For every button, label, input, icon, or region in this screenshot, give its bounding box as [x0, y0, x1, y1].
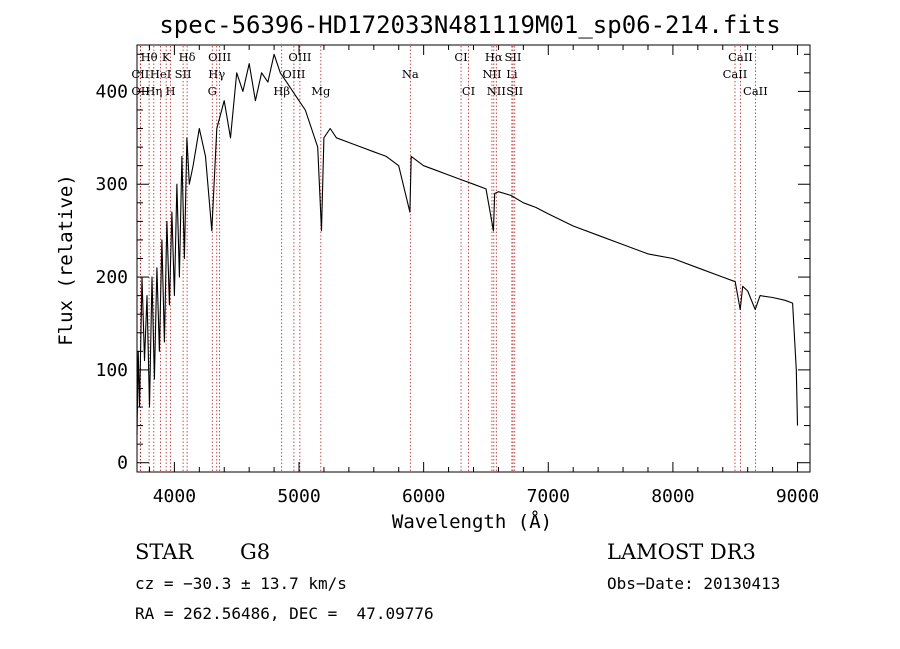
- y-tick-label: 200: [95, 267, 128, 288]
- line-marker-label: CI: [454, 50, 467, 64]
- object-class: STAR: [135, 540, 194, 564]
- line-marker-label: Hγ: [208, 67, 225, 81]
- line-marker-label: OIII: [282, 67, 305, 81]
- x-axis-label: Wavelength (Å): [392, 510, 552, 533]
- line-marker-label: Hα: [485, 50, 503, 64]
- line-marker-label: K: [162, 50, 171, 64]
- y-tick-label: 0: [117, 453, 128, 474]
- x-axis-ticks: 4000 5000 6000 7000 8000 9000: [148, 45, 819, 507]
- x-tick-label: 4000: [153, 486, 196, 507]
- coordinates: RA = 262.56486, DEC = 47.09776: [135, 604, 434, 623]
- line-marker-label: Hη: [145, 84, 162, 98]
- line-marker-label: NII: [487, 84, 506, 98]
- line-marker-label: Hθ: [141, 50, 158, 64]
- line-marker-label: CI: [462, 84, 475, 98]
- line-marker-label: SII: [505, 50, 522, 64]
- line-marker-label: G: [208, 84, 217, 98]
- redshift-text: cz = −30.3 ± 13.7 km/s: [135, 574, 347, 593]
- survey-name: LAMOST DR3: [607, 540, 756, 564]
- line-marker-label: NII: [482, 67, 501, 81]
- x-tick-label: 5000: [277, 486, 320, 507]
- line-marker-label: Na: [402, 67, 419, 81]
- line-markers: [139, 46, 756, 471]
- line-marker-label: Hβ: [273, 84, 290, 98]
- line-marker-label: H: [166, 84, 176, 98]
- obs-date: Obs−Date: 20130413: [607, 574, 781, 593]
- line-marker-label: HeI: [150, 67, 171, 81]
- x-tick-label: 8000: [651, 486, 694, 507]
- chart-title: spec-56396-HD172033N481119M01_sp06-214.f…: [159, 11, 780, 39]
- line-marker-label: OIII: [208, 50, 231, 64]
- object-subclass: G8: [240, 540, 271, 564]
- line-marker-label: CaII: [728, 50, 753, 64]
- line-marker-label: CII: [131, 67, 149, 81]
- line-marker-label: OIII: [288, 50, 311, 64]
- line-marker-label: SII: [506, 84, 523, 98]
- line-marker-label: Hδ: [179, 50, 196, 64]
- plot-frame: [136, 44, 811, 473]
- y-tick-label: 300: [95, 174, 128, 195]
- y-axis-label: Flux (relative): [55, 174, 77, 346]
- y-axis-ticks: 0 100 200 300 400: [95, 53, 810, 474]
- y-tick-label: 400: [95, 81, 128, 102]
- y-tick-label: 100: [95, 360, 128, 381]
- spectrum-line: [136, 53, 799, 435]
- line-marker-label: CaII: [723, 67, 748, 81]
- line-marker-label: Mg: [311, 84, 331, 98]
- line-marker-label: CaII: [743, 84, 768, 98]
- x-tick-label: 9000: [776, 486, 819, 507]
- plot-area: [136, 53, 799, 435]
- x-tick-label: 7000: [527, 486, 570, 507]
- line-marker-label: Li: [506, 67, 518, 81]
- x-tick-label: 6000: [402, 486, 445, 507]
- line-marker-label: SII: [175, 67, 192, 81]
